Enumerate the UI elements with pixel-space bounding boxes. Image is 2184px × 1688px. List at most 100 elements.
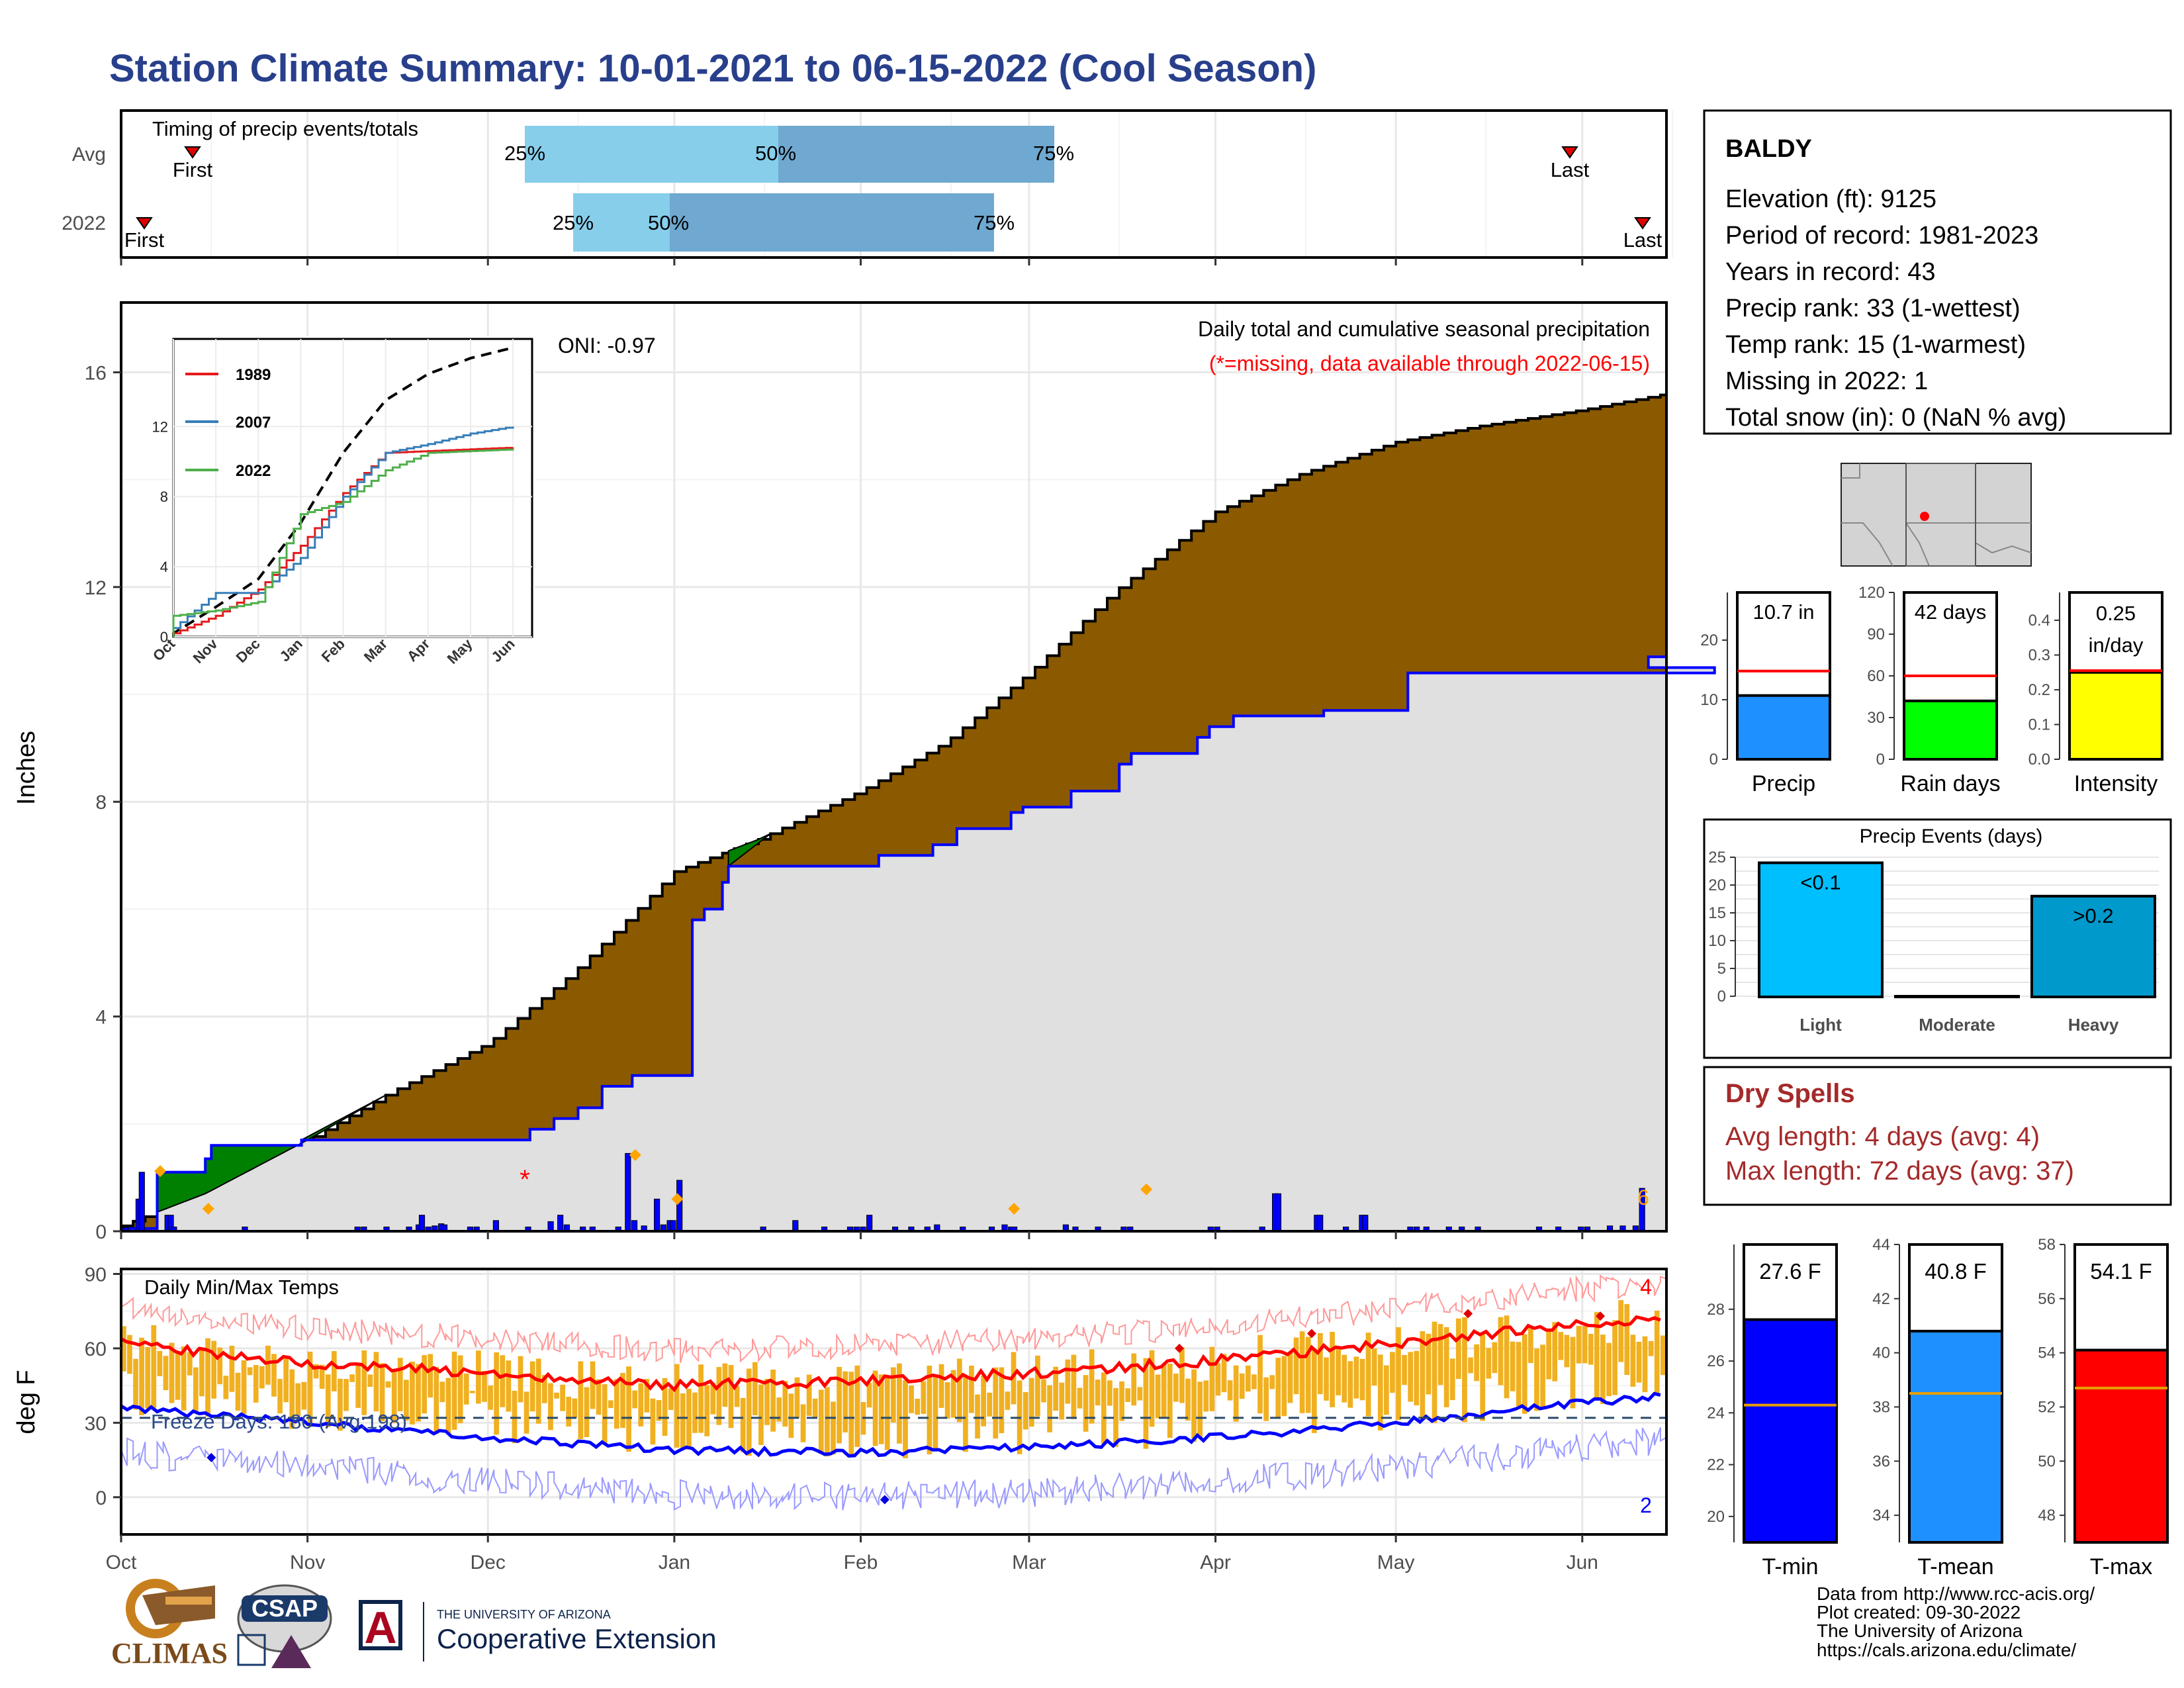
daily-temp-bar bbox=[620, 1373, 625, 1429]
timing-label: Timing of precip events/totals bbox=[152, 117, 418, 140]
daily-temp-bar bbox=[1437, 1324, 1443, 1385]
daily-temp-bar bbox=[1281, 1356, 1287, 1417]
daily-temp-bar bbox=[704, 1385, 710, 1436]
daily-temp-bar bbox=[307, 1351, 313, 1427]
daily-temp-bar bbox=[529, 1361, 535, 1412]
daily-temp-bar bbox=[1383, 1365, 1389, 1415]
daily-temp-bar bbox=[884, 1376, 890, 1450]
daily-temp-bar bbox=[692, 1392, 698, 1433]
daily-temp-range-bars bbox=[121, 1300, 1666, 1458]
daily-temp-bar bbox=[1558, 1332, 1564, 1360]
daily-temp-bar bbox=[295, 1383, 301, 1417]
daily-temp-bar bbox=[897, 1363, 902, 1444]
daily-temp-bar bbox=[1101, 1372, 1107, 1444]
daily-temp-bar bbox=[319, 1364, 325, 1389]
daily-temp-bar bbox=[770, 1369, 776, 1432]
daily-temp-bar bbox=[1318, 1333, 1323, 1395]
daily-precip-bar bbox=[1275, 1193, 1282, 1232]
inset-2022-line bbox=[172, 448, 514, 637]
daily-temp-bar bbox=[800, 1404, 806, 1442]
daily-temp-bar bbox=[187, 1352, 193, 1376]
daily-temp-bar bbox=[1365, 1333, 1371, 1417]
month-axis: Oct Nov Dec Jan Feb Mar Apr May Jun bbox=[106, 258, 1598, 1573]
daily-temp-bar bbox=[1028, 1378, 1034, 1427]
daily-temp-bar bbox=[812, 1398, 818, 1418]
daily-temp-bar bbox=[572, 1398, 578, 1418]
daily-temp-bar bbox=[638, 1383, 644, 1427]
daily-temp-bar bbox=[626, 1366, 631, 1452]
daily-temp-bar bbox=[566, 1396, 572, 1427]
daily-temp-bar bbox=[1269, 1375, 1275, 1389]
temp-summary-label: T-min bbox=[1762, 1554, 1819, 1579]
daily-temp-bar bbox=[722, 1363, 728, 1407]
daily-temp-bar bbox=[175, 1350, 181, 1400]
timing-avg-last: Last bbox=[1551, 158, 1590, 181]
ua-cooperative-extension: Cooperative Extension bbox=[437, 1623, 717, 1654]
month-label: Jun bbox=[1567, 1552, 1598, 1573]
daily-temp-bar bbox=[1498, 1317, 1504, 1385]
daily-temp-bar bbox=[506, 1360, 512, 1412]
timing-avg-last-marker bbox=[1561, 146, 1578, 159]
daily-temp-bar bbox=[1089, 1349, 1095, 1424]
daily-temp-bar bbox=[987, 1392, 993, 1417]
daily-precip-bar bbox=[631, 1220, 638, 1232]
daily-temp-bar bbox=[1071, 1354, 1077, 1419]
mini-ytick-label: 20 bbox=[1700, 632, 1718, 649]
daily-temp-bar bbox=[1660, 1335, 1666, 1376]
temp-ytick-label: 30 bbox=[85, 1413, 107, 1434]
daily-temp-bar bbox=[662, 1378, 668, 1436]
daily-temp-bar bbox=[1221, 1354, 1227, 1393]
events-ytick-label: 0 bbox=[1717, 988, 1726, 1006]
temp-summary-ytick-label: 26 bbox=[1707, 1352, 1725, 1370]
daily-temp-bar bbox=[999, 1367, 1005, 1434]
daily-temp-bar bbox=[1209, 1346, 1215, 1411]
daily-temp-bar bbox=[734, 1385, 740, 1407]
temp-summary-ytick-label: 40 bbox=[1872, 1344, 1890, 1362]
season-totals-bars: 0 10 20 10.7 in Precip 0 30 60 90 120 42 days Rain … bbox=[1700, 584, 2163, 796]
daily-temp-bar bbox=[1179, 1347, 1185, 1403]
record-max-marker bbox=[1596, 1311, 1606, 1321]
daily-temp-bar bbox=[1227, 1380, 1233, 1401]
daily-precip-bar bbox=[547, 1221, 554, 1232]
daily-temp-bar bbox=[981, 1375, 986, 1427]
temp-summary-chart: 34 36 38 40 42 44 40.8 F T-mean bbox=[1872, 1236, 2003, 1579]
above-average-area-oct bbox=[156, 1094, 387, 1229]
precip-events-title: Precip Events (days) bbox=[1860, 825, 2043, 847]
daily-temp-bar bbox=[211, 1340, 217, 1399]
inset-legend-2022: 2022 bbox=[236, 462, 271, 480]
precip-ytick-label: 8 bbox=[95, 792, 107, 814]
daily-temp-bar bbox=[277, 1379, 283, 1414]
month-label: Mar bbox=[1012, 1552, 1046, 1573]
daily-temp-bar bbox=[1588, 1334, 1594, 1365]
daily-temp-bar bbox=[1035, 1355, 1040, 1417]
month-label: Oct bbox=[106, 1552, 137, 1573]
temp-summary-bar bbox=[1743, 1318, 1838, 1544]
mini-bar-label: Precip bbox=[1752, 771, 1815, 796]
daily-temp-bar bbox=[433, 1366, 439, 1434]
daily-temp-bar bbox=[560, 1384, 565, 1411]
mini-ytick-label: 0.4 bbox=[2028, 612, 2050, 630]
temp-ytick-label: 90 bbox=[85, 1264, 107, 1286]
daily-temp-bar bbox=[854, 1365, 860, 1447]
daily-temp-bar bbox=[500, 1355, 506, 1407]
timing-2022-q1-bar bbox=[573, 193, 670, 252]
oni-label: ONI: -0.97 bbox=[558, 334, 656, 357]
timing-panel: Timing of precip events/totals Avg 2022 … bbox=[62, 109, 1674, 259]
record-min-count: 2 bbox=[1640, 1493, 1652, 1517]
daily-temp-bar bbox=[962, 1376, 968, 1452]
precip-caption: Daily total and cumulative seasonal prec… bbox=[1198, 317, 1650, 341]
credit-line: https://cals.arizona.edu/climate/ bbox=[1817, 1640, 2076, 1660]
daily-temp-bar bbox=[1540, 1344, 1545, 1407]
daily-temp-bar bbox=[349, 1374, 355, 1382]
mini-ytick-label: 0.2 bbox=[2028, 681, 2050, 699]
temp-summary-ytick-label: 56 bbox=[2038, 1290, 2056, 1308]
daily-temp-bar bbox=[1257, 1335, 1263, 1414]
month-label: Jan bbox=[659, 1552, 690, 1573]
daily-temp-bar bbox=[1167, 1363, 1173, 1438]
daily-temp-bar bbox=[746, 1368, 752, 1456]
dry-spells-title: Dry Spells bbox=[1725, 1079, 1855, 1108]
daily-temp-bar bbox=[1612, 1320, 1617, 1395]
daily-temp-bar bbox=[241, 1360, 247, 1415]
mini-ytick-label: 60 bbox=[1867, 667, 1885, 685]
daily-temp-bar bbox=[1305, 1336, 1311, 1413]
